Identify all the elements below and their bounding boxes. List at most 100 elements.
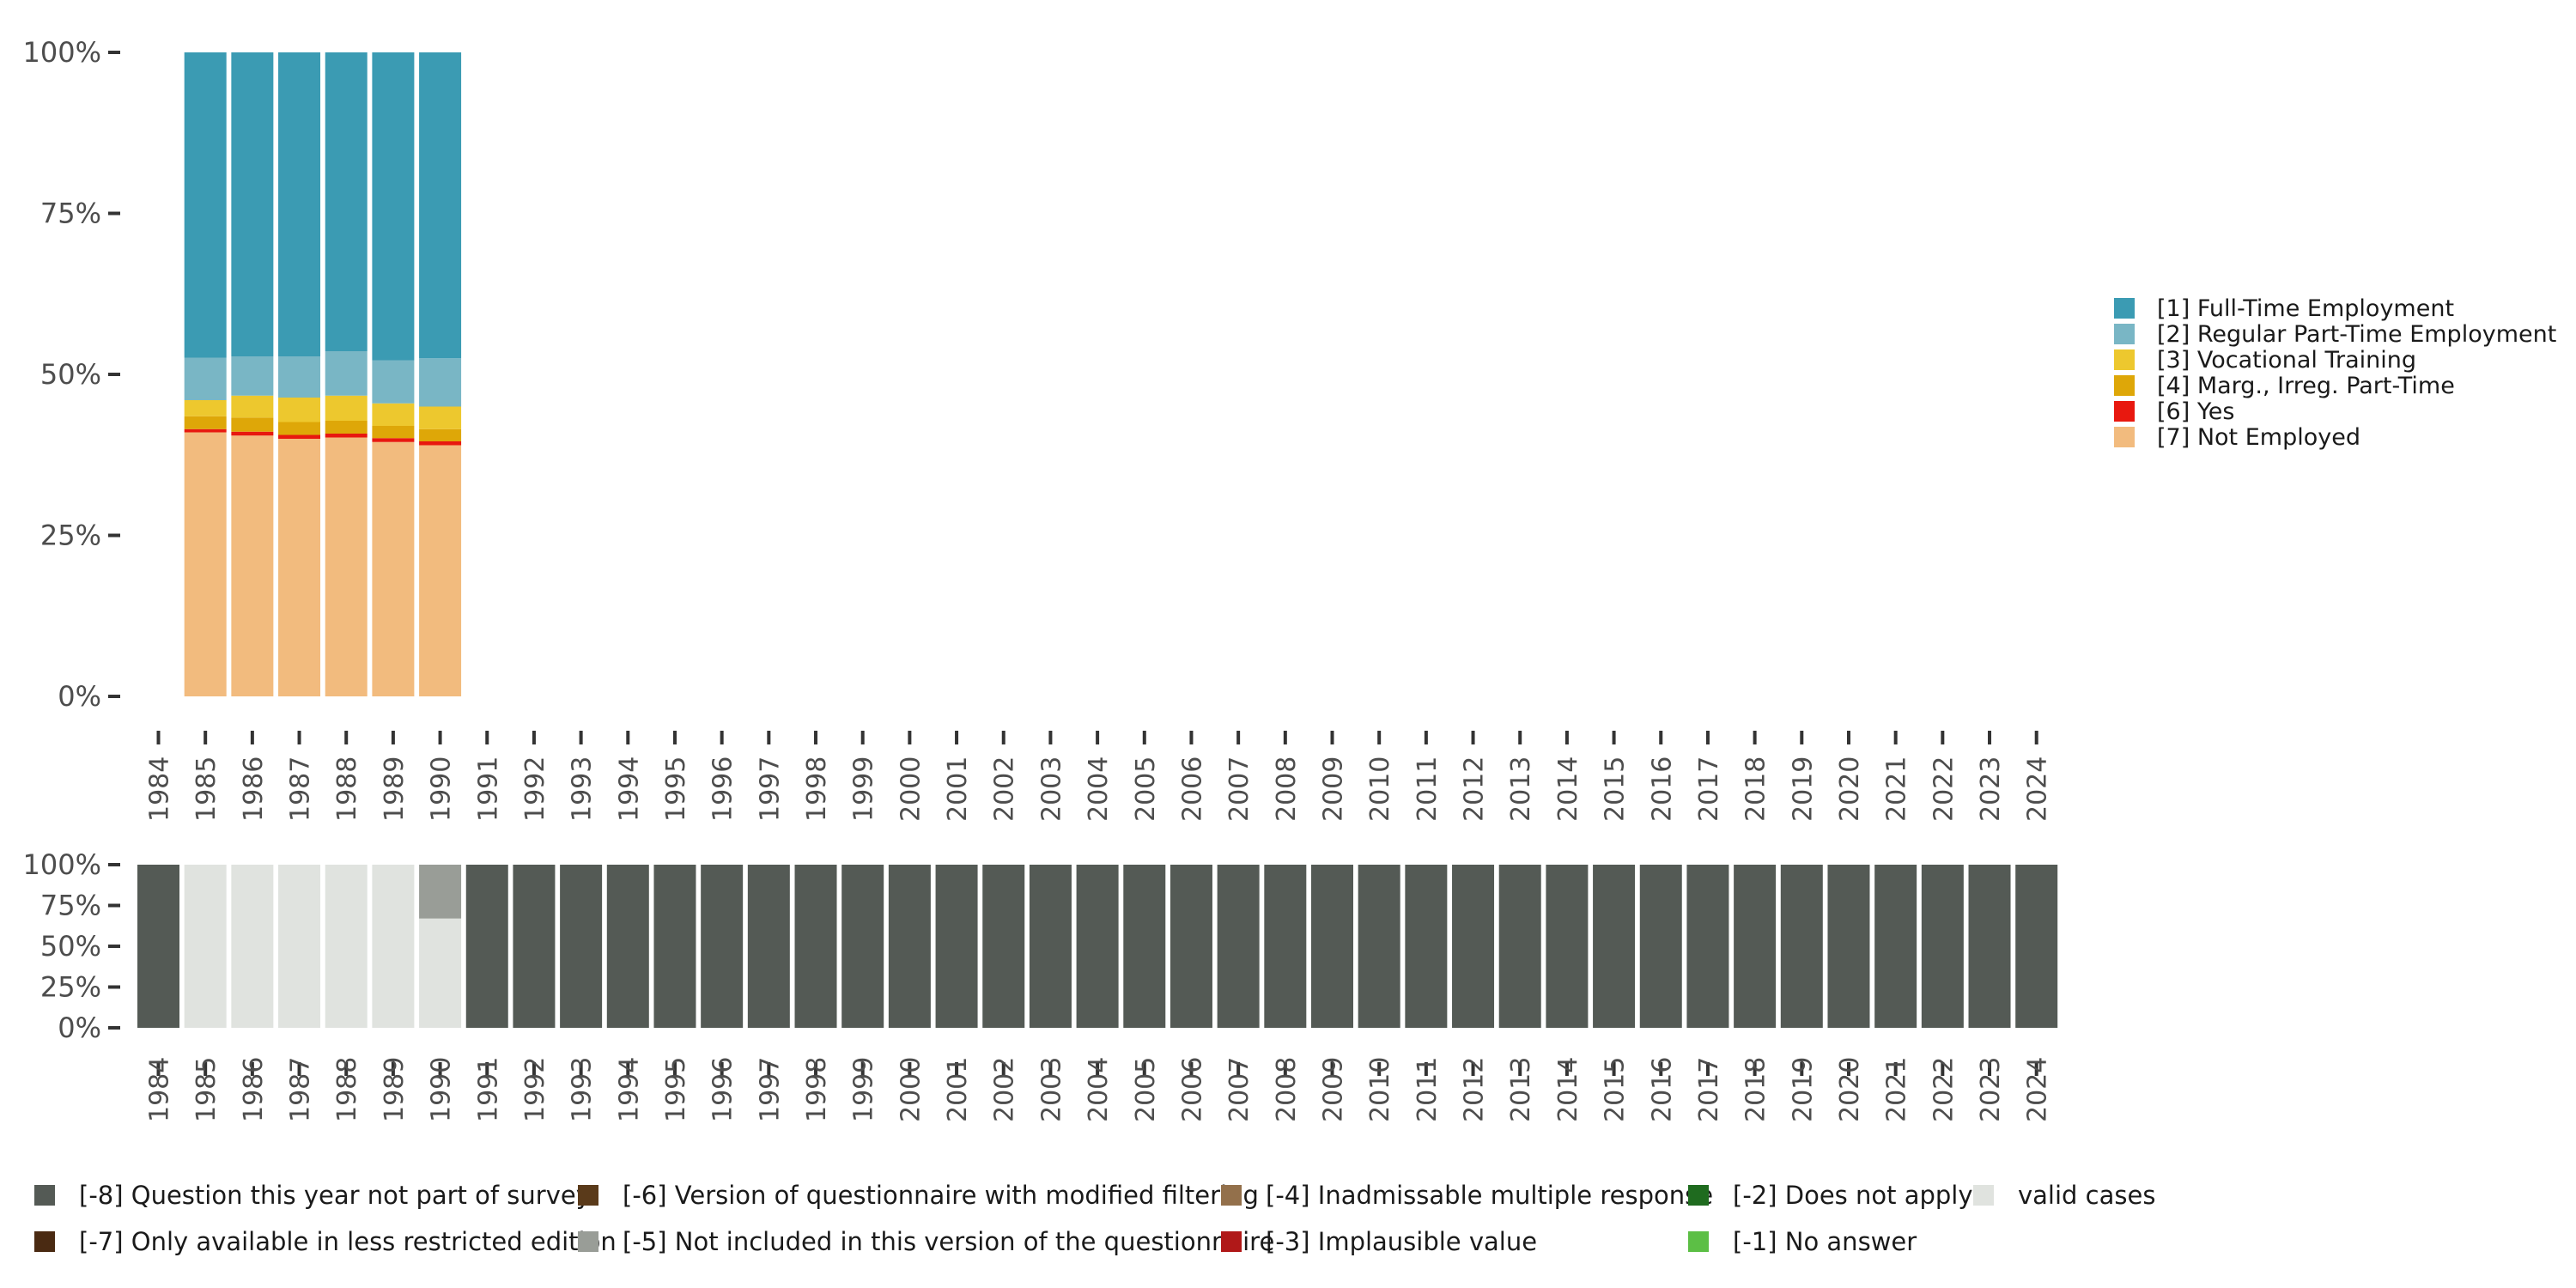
y-tick-label: 75% [40,890,101,922]
legend-label: [6] Yes [2157,398,2234,425]
legend-swatch [1221,1185,1242,1206]
bar-segment [325,52,368,351]
bar-segment [1874,865,1917,1028]
bar-segment [1780,865,1823,1028]
x-tick-label: 2022 [1929,1057,1959,1122]
x-tick-label: 2016 [1647,756,1677,822]
bar-segment [1170,865,1212,1028]
x-tick-label: 1986 [239,1057,269,1122]
bar-segment [419,358,462,407]
x-tick-label: 1991 [473,1057,503,1122]
bar-segment [325,865,368,1028]
legend-swatch [34,1185,55,1206]
bar-segment [465,865,508,1028]
x-tick-label: 2018 [1741,756,1771,822]
bar-segment [1968,865,2011,1028]
x-tick-label: 2010 [1365,1057,1395,1122]
legend-swatch [1221,1231,1242,1252]
x-tick-label: 2002 [990,756,1020,822]
y-tick-label: 75% [40,197,101,230]
legend-label: [7] Not Employed [2157,424,2360,451]
x-tick-label: 2024 [2023,756,2053,822]
x-tick-label: 2017 [1694,756,1724,822]
bar-segment [372,360,415,404]
legend-label: [2] Regular Part-Time Employment [2157,321,2556,348]
legend-swatch [34,1231,55,1252]
bar-segment [325,434,368,438]
bar-segment [419,428,462,441]
bar-segment [794,865,837,1028]
legend-label: [-6] Version of questionnaire with modif… [623,1181,1259,1210]
bar-segment [325,351,368,396]
x-tick-label: 2001 [943,756,973,822]
legend-label: [3] Vocational Training [2157,347,2416,374]
x-tick-label: 1986 [239,756,269,822]
x-tick-label: 1987 [286,756,316,822]
x-tick-label: 1999 [849,1057,879,1122]
x-tick-label: 2004 [1084,1057,1114,1122]
x-tick-label: 1985 [191,756,222,822]
bar-segment [278,52,321,356]
bar-segment [231,431,274,436]
bar-segment [372,52,415,361]
x-tick-label: 2015 [1601,1057,1631,1122]
legend-swatch [2114,375,2135,396]
y-tick-label: 25% [40,971,101,1004]
bar-segment [278,865,321,1028]
bar-segment [560,865,603,1028]
bar-segment [184,432,227,696]
bar-segment [513,865,556,1028]
x-tick-label: 2017 [1694,1057,1724,1122]
x-tick-label: 2001 [943,1057,973,1122]
bar-segment [1546,865,1589,1028]
bar-segment [747,865,790,1028]
bar-segment [325,395,368,421]
legend-swatch [578,1185,598,1206]
x-tick-label: 2013 [1506,756,1536,822]
x-tick-label: 2018 [1741,1057,1771,1122]
main-stacked-bar-chart: 0% 25% 50% 75% 100% 1984 1985 1986 1987 1988 1989 1… [23,36,2053,822]
bar-segment [653,865,696,1028]
x-tick-label: 2014 [1553,756,1583,822]
bar-segment [1734,865,1777,1028]
bar-segment [325,421,368,434]
legend-label: [-7] Only available in less restricted e… [79,1227,617,1256]
x-tick-label: 2024 [2023,1057,2053,1122]
bar-segment [372,865,415,1028]
bar-segment [1264,865,1307,1028]
x-tick-label: 1996 [708,1057,738,1122]
x-tick-label: 1999 [849,756,879,822]
bar-segment [278,422,321,435]
x-tick-label: 2002 [990,1057,1020,1122]
bar-segment [184,400,227,416]
x-tick-label: 1990 [427,756,457,822]
x-tick-label: 2003 [1036,1057,1066,1122]
x-tick-label: 2008 [1272,756,1302,822]
bar-segment [137,865,179,1028]
x-tick-label: 2012 [1460,756,1490,822]
y-tick-label: 100% [23,36,101,69]
x-tick-label: 1991 [473,756,503,822]
bar-segment [1452,865,1495,1028]
legend-label: [4] Marg., Irreg. Part-Time [2157,373,2455,399]
x-tick-label: 2007 [1224,1057,1255,1122]
x-tick-label: 1992 [520,756,550,822]
legend-label: [-2] Does not apply [1733,1181,1973,1210]
bar-segment [231,356,274,396]
x-tick-label: 2008 [1272,1057,1302,1122]
x-tick-label: 1989 [380,756,410,822]
x-tick-label: 2013 [1506,1057,1536,1122]
bar-segment [278,439,321,696]
bar-segment [982,865,1025,1028]
legend-swatch [2114,427,2135,447]
bar-segment [841,865,884,1028]
x-tick-label: 1984 [145,1057,175,1122]
bar-segment [372,441,415,696]
legend-label: [-1] No answer [1733,1227,1917,1256]
legend-label: [-5] Not included in this version of the… [623,1227,1274,1256]
bar-segment [372,403,415,426]
x-tick-label: 2015 [1601,756,1631,822]
x-tick-label: 2021 [1882,1057,1912,1122]
bar-segment [278,398,321,422]
